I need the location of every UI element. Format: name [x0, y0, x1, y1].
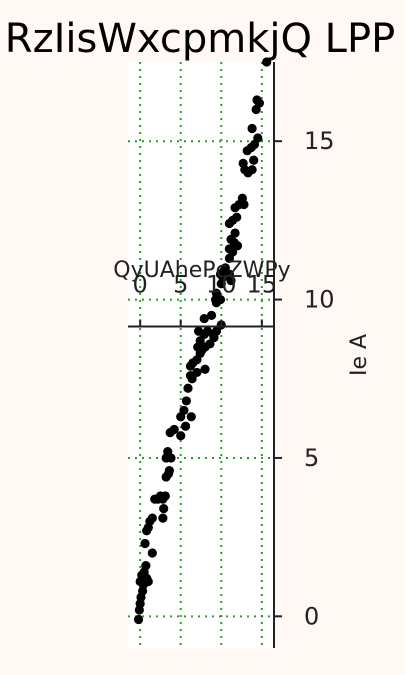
data-point-22	[159, 504, 169, 514]
x-tick-label-5: 5	[173, 270, 188, 298]
data-point-15	[142, 526, 152, 536]
data-point-78	[230, 228, 240, 238]
data-point-30	[163, 447, 173, 457]
chart-title: RzIisWxcpmkjQ LPP	[5, 16, 395, 62]
y-tick-label-15: 15	[304, 127, 335, 155]
data-point-13	[147, 548, 157, 558]
data-point-38	[186, 412, 196, 422]
data-point-39	[183, 383, 193, 393]
data-point-95	[253, 133, 263, 143]
data-point-99	[254, 98, 264, 108]
data-point-91	[247, 165, 257, 175]
data-point-53	[193, 326, 204, 336]
x-tick-label-0: 0	[133, 270, 148, 298]
x-axis-label: QyUAhePcZWPy	[113, 258, 290, 283]
data-point-65	[211, 288, 222, 298]
data-point-79	[232, 241, 243, 251]
data-point-12	[140, 538, 150, 549]
data-point-82	[232, 212, 242, 222]
data-point-36	[179, 405, 189, 416]
data-point-33	[176, 431, 186, 441]
data-point-10	[141, 561, 151, 571]
data-point-89	[238, 158, 248, 168]
y-tick-label-10: 10	[304, 286, 335, 314]
data-point-86	[239, 199, 249, 210]
data-point-9	[137, 570, 147, 580]
x-tick-label-10: 10	[206, 270, 237, 298]
data-point-57	[211, 326, 222, 336]
data-point-17	[147, 513, 157, 523]
data-point-61	[206, 310, 217, 321]
data-point-27	[164, 466, 174, 476]
data-point-37	[181, 396, 191, 406]
data-point-60	[199, 313, 209, 324]
data-point-32	[169, 424, 179, 435]
data-point-96	[247, 123, 257, 134]
data-point-34	[180, 421, 191, 431]
data-point-75	[224, 244, 234, 254]
x-tick-label-15: 15	[247, 270, 278, 298]
data-point-71	[220, 263, 230, 273]
data-point-11	[143, 576, 153, 587]
y-tick-label-0: 0	[304, 602, 319, 630]
axes	[128, 62, 282, 648]
y-tick-label-5: 5	[304, 444, 319, 472]
data-point-100	[262, 57, 272, 67]
y-axis-label: Ie A	[347, 334, 372, 376]
data-point-42	[192, 367, 202, 378]
data-point-24	[160, 491, 170, 501]
data-point-59	[202, 326, 213, 336]
data-point-92	[249, 155, 259, 165]
data-point-41	[187, 374, 197, 384]
data-point-49	[200, 364, 210, 374]
data-point-23	[158, 513, 168, 523]
data-points	[133, 57, 272, 625]
data-point-0	[133, 614, 144, 625]
data-point-72	[226, 275, 236, 286]
